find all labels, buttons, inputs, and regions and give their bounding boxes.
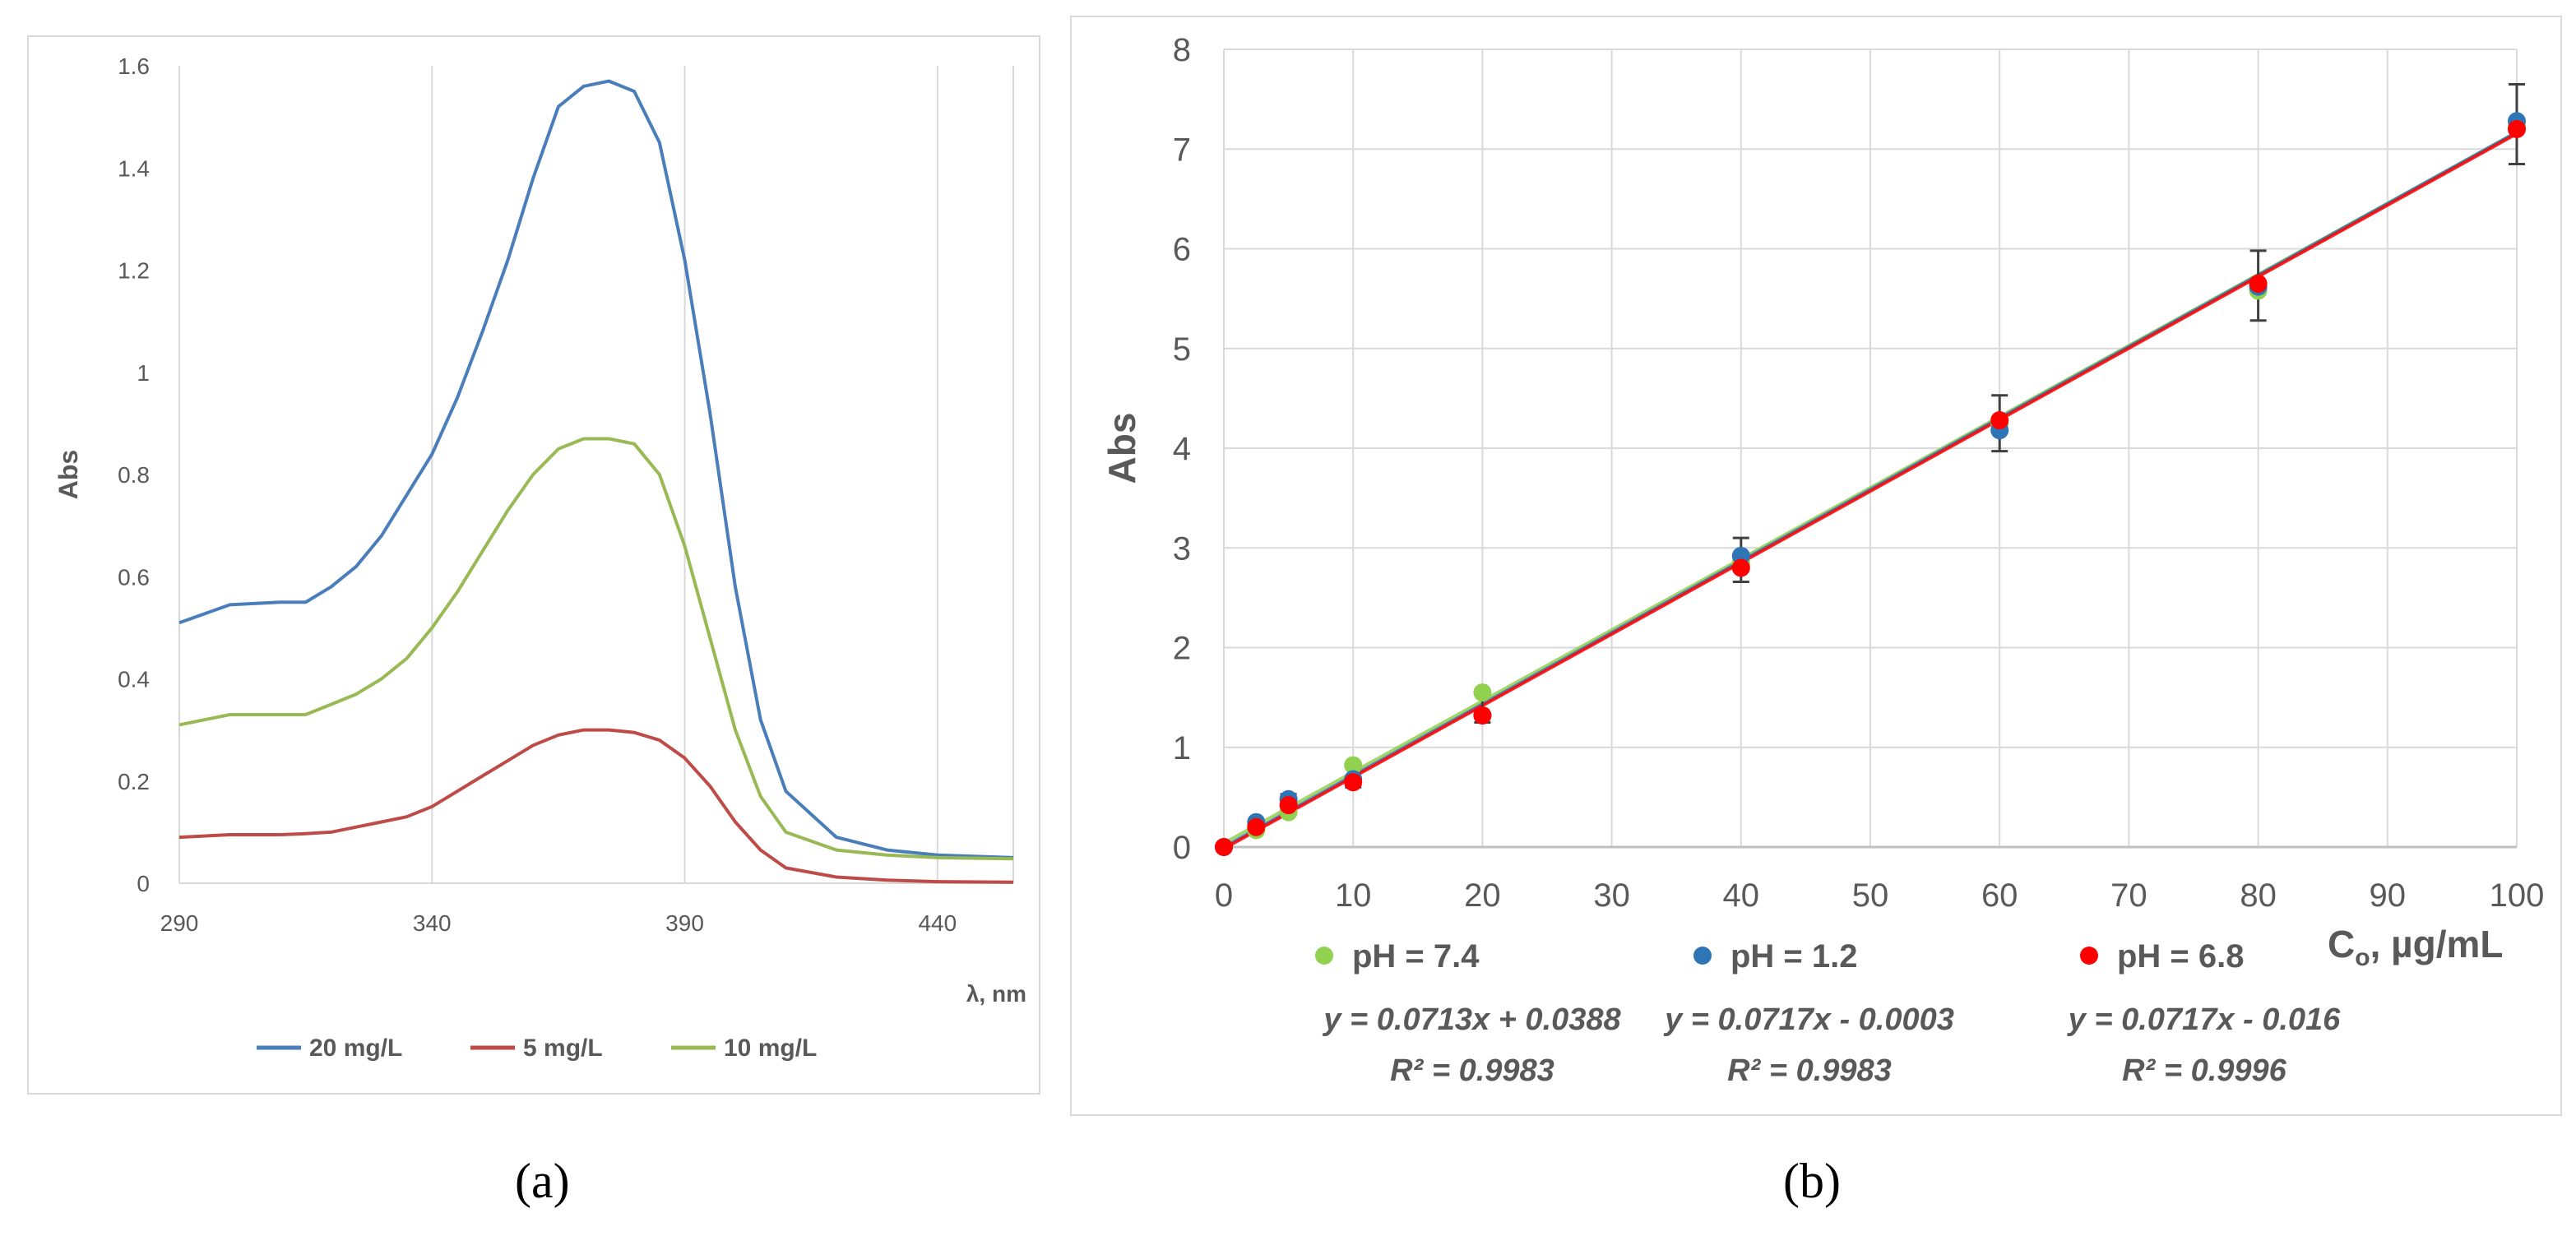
chart-b-frame (1070, 16, 2562, 1116)
chart-b-x-tick-label: 50 (1852, 877, 1889, 914)
chart-a-y-tick-label: 1 (137, 360, 150, 386)
chart-a-x-tick-label: 290 (160, 910, 199, 936)
chart-a-y-tick-label: 0 (137, 871, 150, 896)
chart-b-point-series-3 (1279, 796, 1298, 815)
chart-b-legend-marker (1693, 947, 1712, 965)
chart-a-y-tick-label: 1.2 (118, 258, 150, 284)
chart-a-y-tick-label: 1.6 (118, 53, 150, 79)
chart-b-trend-equation: y = 0.0717x - 0.0003 (1663, 1002, 1954, 1037)
chart-a-x-tick-label: 340 (413, 910, 452, 936)
chart-a-y-tick-label: 0.6 (118, 564, 150, 590)
chart-b-legend-label: pH = 6.8 (2117, 938, 2245, 975)
chart-b-point-series-3 (2249, 274, 2268, 293)
chart-b-y-axis-label: Abs (1100, 413, 1143, 484)
chart-a-legend-item-3: 10 mg/L (671, 1035, 817, 1062)
chart-b-legend-marker (2080, 947, 2098, 965)
chart-b-y-tick-label: 3 (1173, 530, 1191, 567)
chart-b-legend-label: pH = 7.4 (1352, 938, 1480, 975)
chart-b-y-tick-label: 0 (1173, 830, 1191, 866)
chart-a-y-tick-label: 0.2 (118, 769, 150, 794)
chart-a-legend-item-2: 5 mg/L (470, 1035, 603, 1062)
chart-b-point-series-1 (1344, 756, 1363, 775)
chart-a-x-tick-label: 390 (665, 910, 704, 936)
chart-b-r-squared: R² = 0.9996 (2122, 1053, 2286, 1088)
chart-b-point-series-3 (2508, 120, 2526, 138)
chart-b-legend-item-3: pH = 6.8 y = 0.0717x - 0.016 R² = 0.9996 (2067, 938, 2342, 1088)
chart-b-point-series-1 (1473, 683, 1492, 702)
chart-a-x-tick-label: 440 (918, 910, 957, 936)
chart-b-point-series-3 (1990, 411, 2009, 430)
chart-b-x-tick-label: 40 (1723, 877, 1760, 914)
chart-b-y-tick-label: 2 (1173, 631, 1191, 667)
chart-b-legend-item-2: pH = 1.2 y = 0.0717x - 0.0003 R² = 0.9983 (1663, 938, 1954, 1088)
chart-a-y-axis-label: Abs (53, 450, 83, 499)
chart-b-point-series-3 (1473, 706, 1492, 725)
chart-a-x-axis-label: λ, nm (966, 981, 1026, 1007)
chart-b-x-tick-label: 80 (2240, 877, 2277, 914)
chart-a-series-line-2 (178, 728, 1014, 884)
chart-b-x-tick-label: 10 (1335, 877, 1372, 914)
chart-b-x-tick-label: 100 (2490, 877, 2545, 914)
chart-a-frame (27, 35, 1040, 1095)
chart-b-legend-label: pH = 1.2 (1730, 938, 1858, 975)
chart-b-x-tick-label: 90 (2370, 877, 2407, 914)
chart-a-legend-item-1: 20 mg/L (257, 1035, 402, 1062)
chart-a-series-line-3 (178, 437, 1014, 861)
chart-a-legend-label: 5 mg/L (523, 1035, 603, 1062)
chart-a-y-tick-label: 0.8 (118, 462, 150, 488)
chart-b-x-tick-label: 20 (1464, 877, 1501, 914)
chart-b-y-tick-label: 6 (1173, 232, 1191, 268)
chart-b-point-series-3 (1215, 838, 1233, 856)
panel-label-b: (b) (1783, 1154, 1841, 1208)
chart-b-legend-item-1: pH = 7.4 y = 0.0713x + 0.0388 R² = 0.9983 (1315, 938, 1622, 1088)
chart-b-trend-equation: y = 0.0717x - 0.016 (2067, 1002, 2342, 1037)
chart-b-point-series-3 (1731, 558, 1750, 577)
chart-b-x-tick-label: 70 (2110, 877, 2147, 914)
chart-b-y-tick-label: 4 (1173, 431, 1191, 467)
chart-b-y-tick-label: 8 (1173, 32, 1191, 68)
chart-b-y-tick-label: 5 (1173, 331, 1191, 368)
chart-a-series-line-1 (178, 79, 1014, 859)
chart-b-y-tick-label: 1 (1173, 730, 1191, 766)
chart-b-r-squared: R² = 0.9983 (1727, 1053, 1892, 1088)
chart-b-x-axis-label: Co, µg/mL (2328, 923, 2504, 971)
chart-b-trendline-3 (1223, 132, 2518, 850)
chart-b-trend-equation: y = 0.0713x + 0.0388 (1322, 1002, 1621, 1037)
chart-b-x-tick-label: 0 (1215, 877, 1233, 914)
chart-b-legend-marker (1315, 947, 1333, 965)
chart-b-x-tick-label: 30 (1593, 877, 1630, 914)
chart-b-y-tick-label: 7 (1173, 132, 1191, 168)
chart-a-legend-label: 10 mg/L (724, 1035, 817, 1062)
chart-a-y-tick-label: 1.4 (118, 155, 150, 181)
chart-b-point-series-3 (1247, 817, 1266, 836)
chart-a-legend-label: 20 mg/L (309, 1035, 402, 1062)
chart-a-y-tick-label: 0.4 (118, 667, 150, 692)
chart-b-r-squared: R² = 0.9983 (1390, 1053, 1554, 1088)
chart-b-point-series-3 (1344, 773, 1363, 792)
chart-b-x-tick-label: 60 (1981, 877, 2018, 914)
panel-label-a: (a) (515, 1154, 570, 1208)
